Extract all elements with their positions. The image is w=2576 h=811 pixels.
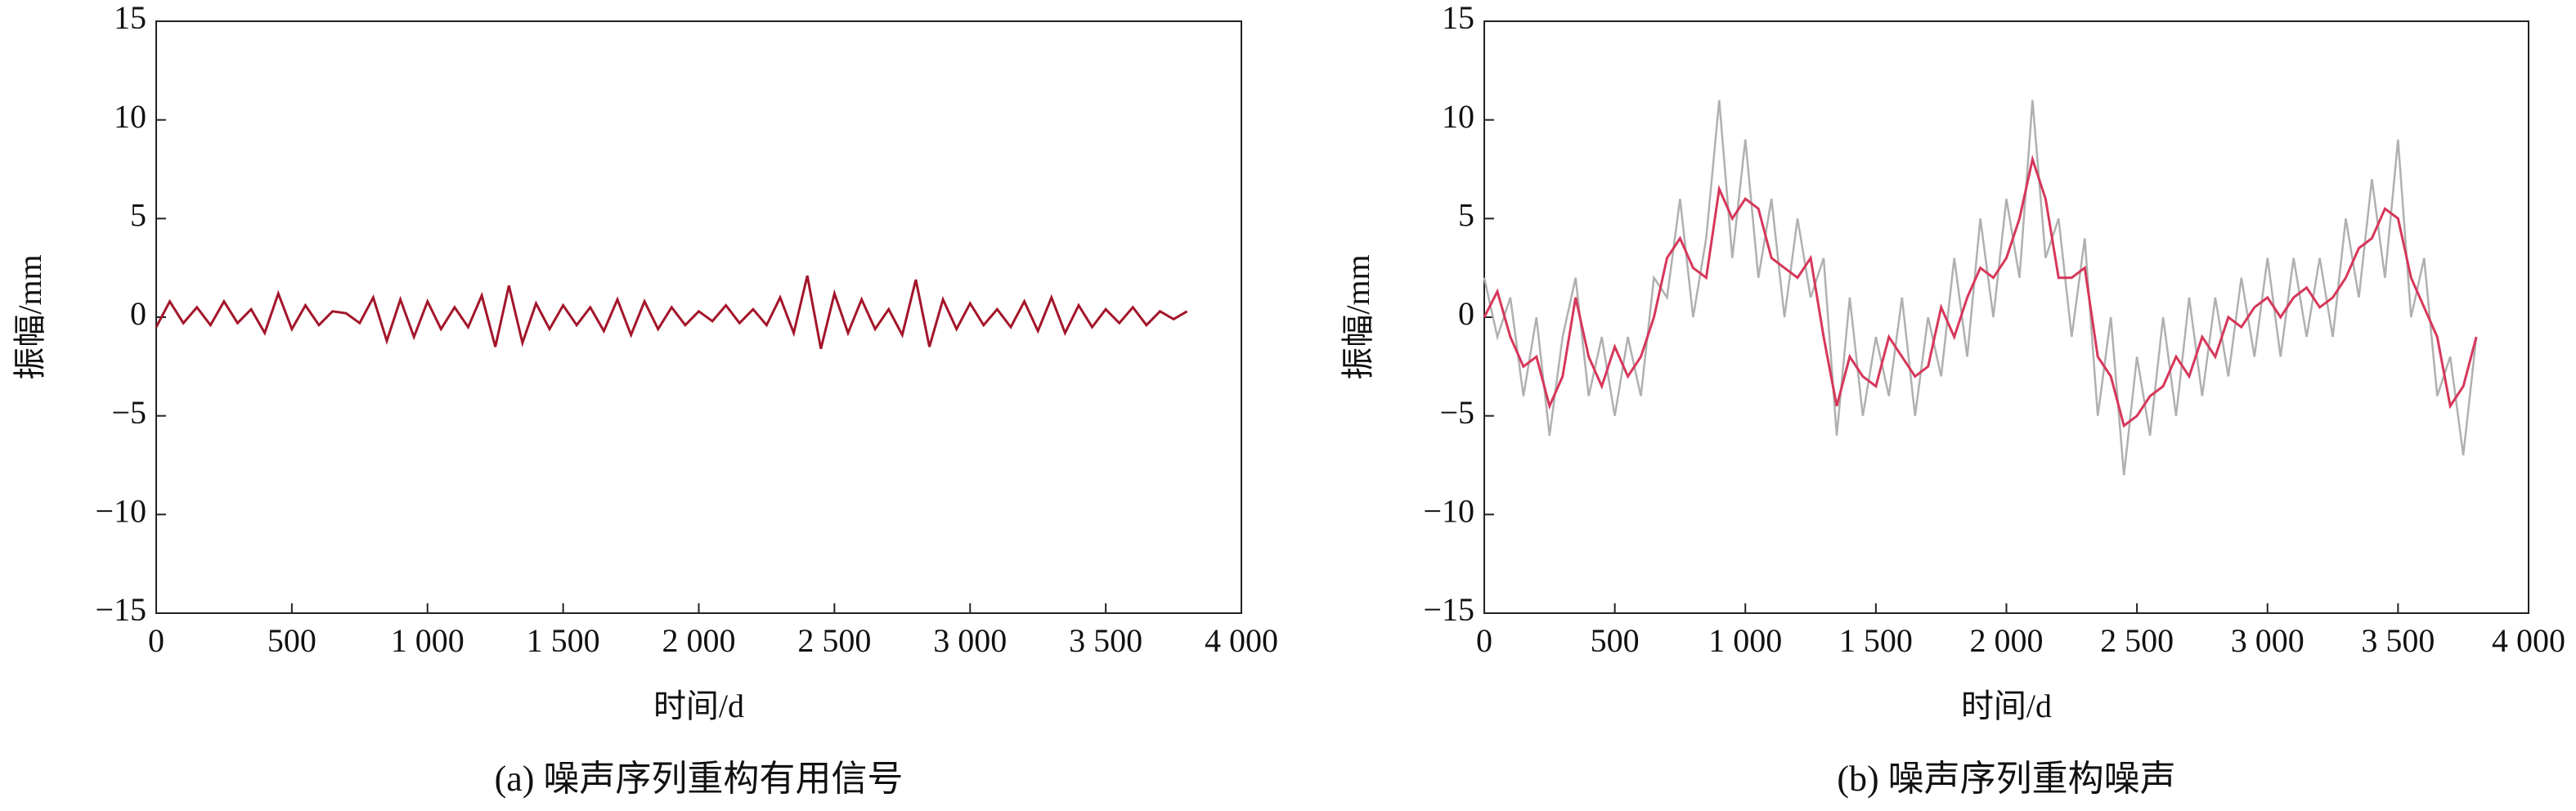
x-tick-label: 2 500 xyxy=(797,622,871,659)
y-tick-label: −15 xyxy=(1423,591,1474,628)
y-tick-label: 5 xyxy=(1458,197,1474,234)
x-tick-label: 1 500 xyxy=(527,622,600,659)
y-tick-label: 10 xyxy=(1442,98,1474,135)
y-tick-label: −15 xyxy=(95,591,146,628)
x-tick-label: 1 500 xyxy=(1839,622,1913,659)
x-tick-label: 0 xyxy=(1476,622,1492,659)
series-line xyxy=(1483,155,2478,428)
x-tick-label: 1 000 xyxy=(391,622,464,659)
x-tick-label: 3 000 xyxy=(933,622,1007,659)
plot-frame xyxy=(155,20,1242,614)
y-tick-label: −10 xyxy=(1423,493,1474,530)
y-tick-label: 15 xyxy=(1442,0,1474,36)
y-axis-label: 振幅/mm xyxy=(11,254,48,379)
x-tick-label: 3 500 xyxy=(1069,622,1142,659)
y-axis-label: 振幅/mm xyxy=(1340,254,1376,379)
x-tick-label: 1 000 xyxy=(1708,622,1782,659)
x-tick-label: 4 000 xyxy=(1205,622,1278,659)
series-line xyxy=(155,275,1188,349)
x-tick-label: 3 000 xyxy=(2231,622,2304,659)
y-tick-label: 5 xyxy=(130,197,146,234)
caption: (b) 噪声序列重构噪声 xyxy=(1837,759,2175,799)
x-tick-label: 2 500 xyxy=(2100,622,2174,659)
x-tick-label: 4 000 xyxy=(2492,622,2565,659)
y-tick-label: 10 xyxy=(114,98,146,135)
y-tick-label: 0 xyxy=(130,295,146,332)
x-tick-label: 2 000 xyxy=(1970,622,2044,659)
x-tick-label: 0 xyxy=(148,622,164,659)
x-tick-label: 500 xyxy=(267,622,316,659)
plot-frame xyxy=(1483,20,2529,614)
y-tick-label: −10 xyxy=(95,493,146,530)
x-tick-label: 500 xyxy=(1591,622,1640,659)
y-tick-label: 0 xyxy=(1458,295,1474,332)
y-tick-label: −5 xyxy=(1439,394,1474,431)
x-tick-label: 2 000 xyxy=(662,622,736,659)
x-axis-label: 时间/d xyxy=(1961,688,2052,724)
y-tick-label: −5 xyxy=(111,394,146,431)
y-tick-label: 15 xyxy=(114,0,146,36)
x-tick-label: 3 500 xyxy=(2361,622,2435,659)
x-axis-label: 时间/d xyxy=(653,688,744,724)
series-line xyxy=(1483,100,2478,476)
caption: (a) 噪声序列重构有用信号 xyxy=(495,759,904,799)
